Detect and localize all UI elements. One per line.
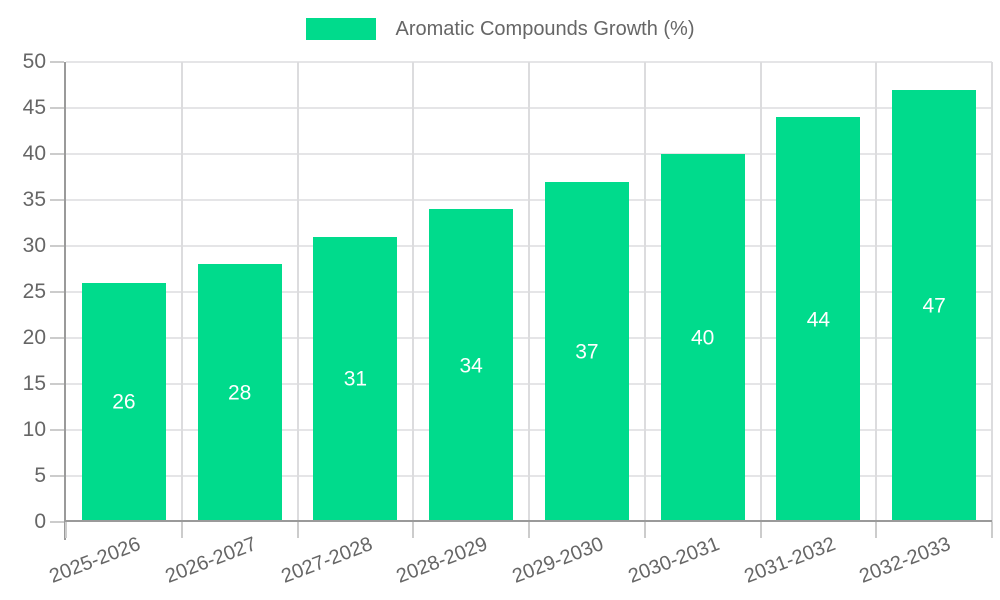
y-axis-label: 25 xyxy=(22,280,46,303)
bar-2031-2032[interactable]: 44 xyxy=(776,117,861,522)
bar-value-label: 47 xyxy=(922,294,946,318)
y-axis-label: 50 xyxy=(22,50,46,73)
x-axis-tick xyxy=(643,522,646,538)
x-axis-label: 2028-2029 xyxy=(393,533,492,588)
x-axis-tick xyxy=(296,522,299,538)
y-axis-tick xyxy=(50,337,64,339)
bar-2028-2029[interactable]: 34 xyxy=(429,209,514,522)
gridline-vertical xyxy=(643,62,646,522)
y-axis-tick xyxy=(50,245,64,247)
bar-value-label: 28 xyxy=(227,381,252,405)
bar-value-label: 31 xyxy=(343,367,368,391)
y-axis-tick xyxy=(50,521,64,523)
y-axis-line xyxy=(64,62,66,540)
x-axis-line xyxy=(64,520,992,522)
gridline-vertical xyxy=(180,62,183,522)
y-axis-label: 30 xyxy=(22,234,46,257)
y-axis-label: 20 xyxy=(22,326,46,349)
y-axis-tick xyxy=(50,107,64,109)
bar-2027-2028[interactable]: 31 xyxy=(313,236,398,522)
x-axis-label: 2030-2031 xyxy=(625,533,723,588)
x-axis-label: 2025-2026 xyxy=(46,533,144,588)
bar-2032-2033[interactable]: 47 xyxy=(892,89,977,522)
y-axis-tick xyxy=(50,153,64,155)
gridline-vertical xyxy=(991,62,993,522)
x-axis-tick xyxy=(65,522,67,538)
bar-value-label: 40 xyxy=(690,326,715,350)
x-axis-label: 2032-2033 xyxy=(856,533,955,588)
x-axis-tick xyxy=(991,522,993,538)
gridline-vertical xyxy=(528,62,530,522)
gridline-vertical xyxy=(412,62,415,522)
y-axis-tick xyxy=(50,199,64,201)
bar-value-label: 37 xyxy=(575,340,599,364)
gridline-vertical xyxy=(875,62,878,522)
chart-legend: Aromatic Compounds Growth (%) xyxy=(0,15,1000,43)
y-axis-label: 45 xyxy=(22,96,46,119)
x-axis-tick xyxy=(180,522,183,538)
bar-2029-2030[interactable]: 37 xyxy=(544,181,629,522)
x-axis-tick xyxy=(528,522,530,538)
x-axis-label: 2029-2030 xyxy=(509,533,607,588)
x-axis-tick xyxy=(875,522,878,538)
x-axis-tick xyxy=(412,522,415,538)
y-axis-tick xyxy=(50,475,64,477)
x-axis-label: 2031-2032 xyxy=(741,533,839,588)
legend-swatch xyxy=(305,18,376,40)
y-axis-label: 10 xyxy=(22,418,46,441)
bar-value-label: 44 xyxy=(806,308,831,332)
y-axis-tick xyxy=(50,61,64,63)
y-axis-label: 15 xyxy=(22,372,46,395)
legend-item[interactable]: Aromatic Compounds Growth (%) xyxy=(305,15,695,43)
x-axis-label: 2026-2027 xyxy=(162,533,260,588)
gridline-vertical xyxy=(296,62,299,522)
bar-2030-2031[interactable]: 40 xyxy=(660,154,745,522)
bar-value-label: 26 xyxy=(112,390,136,414)
y-axis-label: 0 xyxy=(34,510,46,533)
y-axis-label: 40 xyxy=(22,142,46,165)
x-axis-tick xyxy=(759,522,762,538)
legend-label: Aromatic Compounds Growth (%) xyxy=(395,18,695,40)
y-axis-tick xyxy=(50,291,64,293)
bar-value-label: 34 xyxy=(459,354,483,378)
plot-area: 26 28 31 34 37 40 44 47 xyxy=(64,61,993,540)
bar-2025-2026[interactable]: 26 xyxy=(81,282,166,522)
x-axis-label: 2027-2028 xyxy=(278,533,376,588)
y-axis-label: 5 xyxy=(34,464,46,487)
bar-2026-2027[interactable]: 28 xyxy=(197,264,282,522)
y-axis-tick xyxy=(50,429,64,431)
y-axis-label: 35 xyxy=(22,188,46,211)
gridline-vertical xyxy=(759,62,762,522)
y-axis-tick xyxy=(50,383,64,385)
